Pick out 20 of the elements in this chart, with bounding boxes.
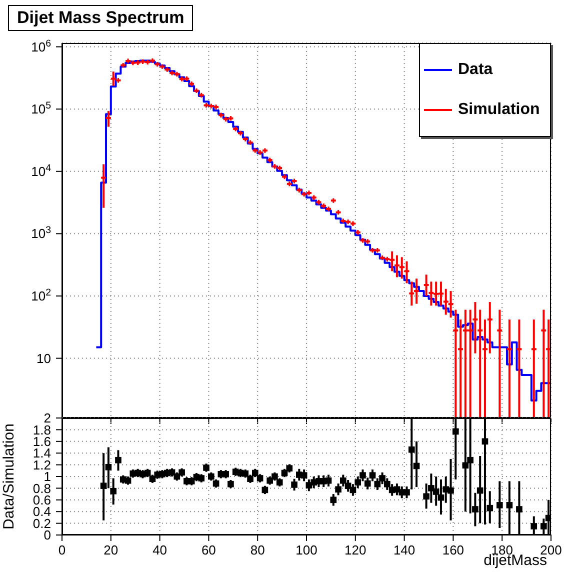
y-tick-label: 10$^{2}$ <box>31 287 51 304</box>
legend-label: Data <box>458 61 493 79</box>
y-tick-label: 10$^{4}$ <box>31 162 52 179</box>
x-tick-label: 100 <box>296 542 318 558</box>
chart-title: Dijet Mass Spectrum <box>8 5 194 31</box>
y-tick-label: 10$^{6}$ <box>31 38 51 54</box>
x-tick-label: 20 <box>104 542 118 558</box>
y-tick-label: 10 <box>36 350 51 366</box>
y-tick-label: 10$^{3}$ <box>31 224 51 242</box>
x-tick-label: 200 <box>540 542 562 558</box>
legend-label: Simulation <box>458 101 540 119</box>
x-tick-label: 140 <box>393 542 416 558</box>
x-tick-label: 80 <box>250 542 265 558</box>
x-tick-label: 60 <box>201 542 216 558</box>
x-tick-label: 0 <box>58 542 66 558</box>
y-tick-label: 10$^{5}$ <box>31 100 52 117</box>
y-axis-title: Data/Simulation <box>0 424 18 530</box>
x-tick-label: 120 <box>344 542 366 558</box>
x-tick-label: 160 <box>442 542 464 558</box>
x-tick-label: 40 <box>152 542 168 558</box>
